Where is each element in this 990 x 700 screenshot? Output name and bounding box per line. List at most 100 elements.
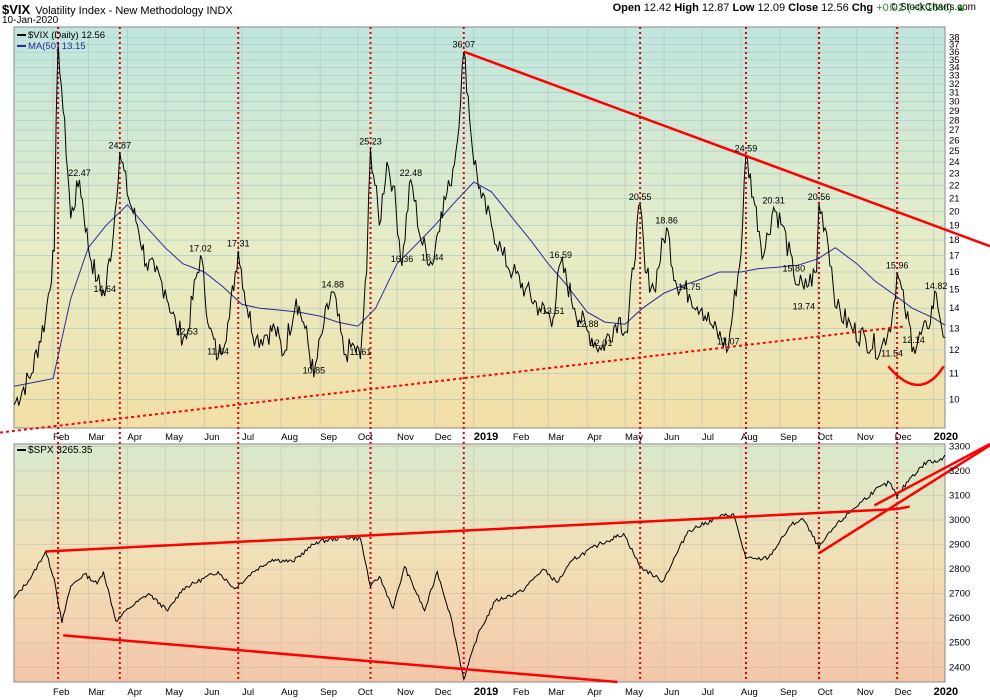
data-label: 10.85	[303, 365, 326, 375]
vix-y-tick-label: 37	[949, 40, 960, 51]
spx-upper-uptrend-line	[873, 442, 990, 507]
spx-price-line	[13, 454, 946, 681]
spx-x-tick-label: Feb	[513, 687, 529, 698]
data-label: 15.96	[886, 261, 909, 271]
spx-x-tick-label: Mar	[548, 687, 564, 698]
data-label: 20.56	[808, 192, 831, 202]
vix-x-tick-label: Oct	[358, 432, 373, 443]
vix-y-tick-label: 19	[949, 220, 960, 231]
vix-y-tick-label: 36	[949, 47, 960, 58]
vix-y-tick-label: 34	[949, 63, 960, 74]
spx-x-tick-label: May	[165, 687, 183, 698]
spx-x-tick-label: Nov	[397, 687, 414, 698]
spx-y-tick-label: 2700	[949, 589, 970, 600]
vix-x-tick-label: Aug	[281, 432, 298, 443]
spx-lower-uptrend-line	[818, 444, 990, 555]
spx-x-tick-label: Aug	[741, 687, 758, 698]
vix-x-tick-label: Nov	[857, 432, 874, 443]
vix-bottom-arc	[887, 365, 945, 386]
spx-upper-channel-line	[45, 507, 898, 553]
spx-x-tick-label: 2020	[934, 686, 958, 698]
spx-y-tick-label: 2900	[949, 540, 970, 551]
vix-y-tick-label: 20	[949, 207, 960, 218]
low-value: 12.09	[757, 2, 786, 14]
spx-lower-channel-line	[63, 634, 618, 684]
chg-label: Chg	[851, 2, 874, 14]
ma50-line	[13, 181, 946, 387]
data-label: 11.61	[350, 347, 372, 357]
spx-y-tick-label: 2800	[949, 564, 970, 575]
spx-x-tick-label: Dec	[895, 687, 912, 698]
vix-y-tick-label: 17	[949, 251, 960, 262]
low-label: Low	[732, 2, 755, 14]
spx-y-tick-label: 2500	[949, 638, 970, 649]
vix-y-tick-label: 35	[949, 55, 960, 66]
spx-panel-bg	[13, 443, 946, 683]
vix-panel-bg	[13, 26, 946, 429]
data-label: 11.64	[207, 346, 229, 356]
instrument-name: Volatility Index - New Methodology INDX	[35, 5, 233, 17]
vix-y-tick-label: 21	[949, 193, 960, 204]
spx-x-tick-label: Jun	[664, 687, 679, 698]
data-label: 16.36	[391, 254, 414, 264]
chg-value: +0.02 (+0.16%)	[876, 2, 953, 14]
close-value: 12.56	[821, 2, 849, 14]
data-label: 17.31	[227, 239, 250, 249]
spx-upper-channel-ext	[896, 505, 910, 511]
data-label: 13.51	[542, 306, 565, 316]
data-label: 24.87	[109, 140, 132, 150]
vix-y-tick-label: 27	[949, 125, 960, 136]
vix-x-tick-label: Sep	[320, 432, 337, 443]
vix-x-tick-label: Mar	[548, 432, 564, 443]
vix-x-tick-label: Mar	[88, 432, 104, 443]
data-label: 13.74	[793, 301, 816, 311]
vix-x-tick-label: Feb	[513, 432, 529, 443]
data-label: 14.75	[678, 282, 701, 292]
brand-logo: © StockCharts.com	[889, 2, 976, 13]
data-label: 14.64	[93, 284, 116, 294]
vix-x-tick-label: Aug	[741, 432, 758, 443]
vix-y-tick-label: 22	[949, 181, 960, 192]
spx-x-tick-label: Sep	[780, 687, 797, 698]
vix-y-tick-label: 12	[949, 345, 960, 356]
vix-y-tick-label: 31	[949, 88, 960, 99]
vix-x-tick-label: 2019	[474, 431, 498, 443]
vix-y-tick-label: 26	[949, 135, 960, 146]
vix-y-tick-label: 30	[949, 97, 960, 108]
data-label: 12.14	[902, 335, 925, 345]
vix-y-tick-label: 38	[949, 32, 960, 43]
vix-y-tick-label: 16	[949, 267, 960, 278]
vix-x-tick-label: Feb	[53, 432, 69, 443]
vix-x-tick-label: Jun	[664, 432, 679, 443]
vix-x-tick-label: Jul	[242, 432, 254, 443]
vix-y-tick-label: 18	[949, 235, 960, 246]
vix-x-tick-label: Sep	[780, 432, 797, 443]
high-label: High	[674, 2, 699, 14]
vix-y-tick-label: 33	[949, 71, 960, 82]
data-label: 18.86	[655, 215, 678, 225]
spx-x-tick-label: Oct	[818, 687, 833, 698]
legend-label: MA(50) 13.15	[28, 41, 86, 52]
spx-x-tick-label: Apr	[587, 687, 602, 698]
vix-y-tick-label: 29	[949, 106, 960, 117]
vix-x-tick-label: 2020	[934, 431, 958, 443]
vix-y-tick-label: 25	[949, 146, 960, 157]
data-label: 22.47	[68, 168, 91, 178]
spx-x-tick-label: May	[625, 687, 643, 698]
spx-x-tick-label: Mar	[88, 687, 104, 698]
vix-y-tick-label: 23	[949, 169, 960, 180]
vix-x-tick-label: May	[625, 432, 643, 443]
high-value: 12.87	[701, 2, 730, 14]
data-label: 12.07	[717, 336, 740, 346]
vix-x-tick-label: Apr	[127, 432, 142, 443]
spx-x-tick-label: Sep	[320, 687, 337, 698]
data-label: 12.53	[175, 326, 198, 336]
vix-x-tick-label: Jun	[204, 432, 219, 443]
spx-y-tick-label: 3100	[949, 491, 970, 502]
vix-y-tick-label: 10	[949, 394, 960, 405]
vix-x-tick-label: Dec	[435, 432, 452, 443]
vix-y-tick-label: 24	[949, 157, 960, 168]
chart-date: 10-Jan-2020	[2, 15, 59, 26]
data-label: 15.80	[783, 263, 806, 273]
data-label: 17.02	[189, 243, 212, 253]
